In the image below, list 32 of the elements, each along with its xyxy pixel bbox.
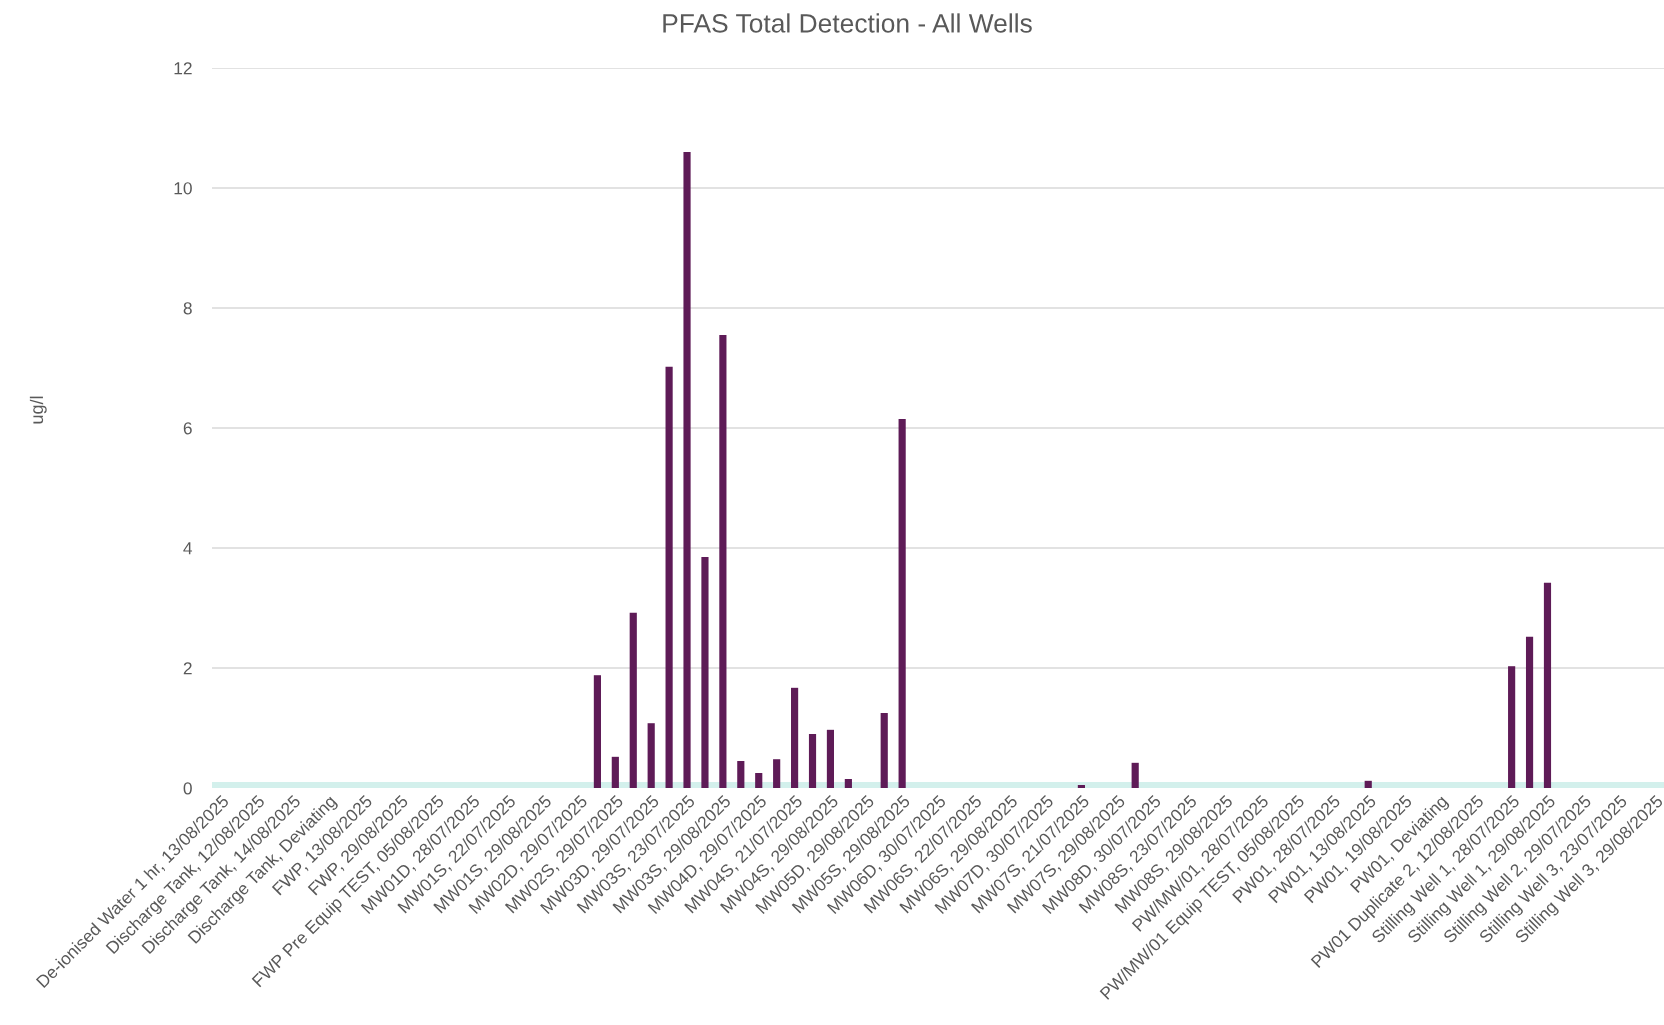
bar — [611, 756, 619, 789]
bar — [826, 729, 835, 789]
bar — [737, 761, 745, 789]
bar — [1364, 780, 1372, 789]
y-tick-label: 0 — [183, 782, 192, 795]
bar — [665, 366, 673, 789]
bar — [1543, 582, 1552, 789]
bar — [844, 779, 852, 789]
bar — [647, 723, 655, 789]
y-tick-label: 6 — [183, 422, 192, 435]
bar — [808, 734, 817, 789]
bar — [880, 713, 888, 789]
y-tick-label: 4 — [183, 542, 193, 555]
y-tick-label: 8 — [183, 302, 192, 315]
bar — [1131, 762, 1139, 789]
y-tick-label: 10 — [174, 182, 192, 195]
y-axis-title: ug/l — [29, 396, 47, 424]
bar — [791, 687, 799, 789]
bar — [1525, 636, 1534, 789]
bar — [755, 773, 763, 789]
bar — [898, 418, 906, 789]
bar — [629, 612, 637, 789]
chart-title: PFAS Total Detection - All Wells — [663, 13, 1032, 33]
bar — [593, 675, 601, 789]
bar — [719, 334, 727, 789]
y-tick-label: 12 — [174, 62, 192, 75]
bar — [683, 151, 691, 789]
bar — [1077, 785, 1085, 789]
y-tick-label: 2 — [183, 662, 192, 675]
bar — [701, 557, 709, 789]
bar — [773, 759, 781, 789]
bar — [1508, 666, 1516, 789]
